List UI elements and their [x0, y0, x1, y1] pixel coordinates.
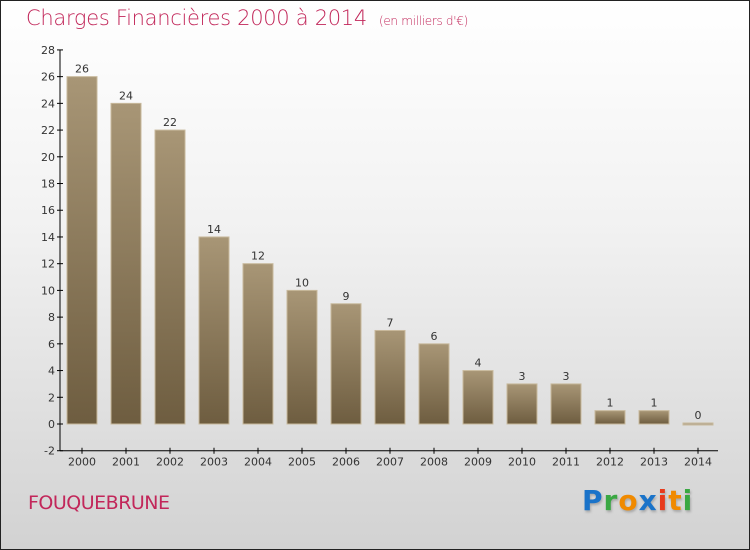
y-tick-label: 12	[41, 258, 55, 271]
x-tick-label: 2003	[200, 456, 228, 469]
town-name: FOUQUEBRUNE	[28, 492, 170, 514]
y-tick-label: 28	[41, 44, 55, 57]
data-label: 3	[563, 370, 570, 383]
data-label: 1	[651, 397, 658, 410]
y-tick-label: 18	[41, 178, 55, 191]
logo-letter: i	[657, 484, 669, 517]
x-tick-label: 2009	[464, 456, 492, 469]
y-tick-label: 16	[41, 204, 55, 217]
logo-letter: x	[638, 484, 658, 517]
bar-2001	[110, 102, 142, 425]
data-label: 3	[519, 370, 526, 383]
data-label: 24	[119, 89, 133, 102]
data-label: 6	[431, 330, 438, 343]
y-tick-label: 10	[41, 284, 55, 297]
bar-2003	[198, 236, 230, 425]
bar-2000	[66, 76, 98, 425]
x-tick-label: 2011	[552, 456, 580, 469]
x-tick-label: 2000	[68, 456, 96, 469]
bar-2005	[286, 289, 318, 425]
bar-2004	[242, 263, 274, 425]
logo-letter: o	[618, 484, 639, 517]
logo-letter: P	[582, 484, 604, 517]
bar-2006	[330, 303, 362, 425]
bar-2010	[506, 383, 538, 425]
data-label: 10	[295, 276, 309, 289]
x-tick-label: 2006	[332, 456, 360, 469]
logo-letter: i	[682, 484, 694, 517]
bar-2011	[550, 383, 582, 425]
data-label: 7	[387, 316, 394, 329]
bar-2008	[418, 343, 450, 425]
x-tick-label: 2008	[420, 456, 448, 469]
x-tick-label: 2007	[376, 456, 404, 469]
x-tick-label: 2005	[288, 456, 316, 469]
y-tick-label: 24	[41, 97, 55, 110]
y-tick-label: 2	[48, 391, 55, 404]
data-label: 1	[607, 397, 614, 410]
title-text: Charges Financières 2000 à 2014	[26, 6, 367, 30]
x-tick-label: 2010	[508, 456, 536, 469]
x-tick-label: 2001	[112, 456, 140, 469]
bar-2007	[374, 329, 406, 425]
data-label: 26	[75, 63, 89, 76]
x-tick-label: 2002	[156, 456, 184, 469]
chart-title: Charges Financières 2000 à 2014 (en milli…	[26, 6, 468, 30]
x-tick-label: 2013	[640, 456, 668, 469]
y-tick-label: 14	[41, 231, 55, 244]
data-label: 22	[163, 116, 177, 129]
y-tick-label: 22	[41, 124, 55, 137]
y-tick-label: 4	[48, 365, 55, 378]
y-tick-label: 26	[41, 71, 55, 84]
y-tick-label: 8	[48, 311, 55, 324]
logo-letter: r	[603, 484, 619, 517]
proxiti-logo: Proxiti	[582, 484, 693, 517]
bar-2014	[682, 422, 714, 426]
bar-2013	[638, 410, 670, 425]
bar-2012	[594, 410, 626, 425]
chart-subtitle: (en milliers d'€)	[378, 14, 468, 28]
logo-letter: t	[668, 484, 683, 517]
data-label: 12	[251, 250, 265, 263]
y-tick-label: 20	[41, 151, 55, 164]
data-label: 9	[343, 290, 350, 303]
y-tick-label: 0	[48, 418, 55, 431]
x-tick-label: 2004	[244, 456, 272, 469]
x-tick-label: 2012	[596, 456, 624, 469]
data-label: 14	[207, 223, 221, 236]
y-tick-label: -2	[44, 445, 55, 458]
y-tick-label: 6	[48, 338, 55, 351]
data-label: 0	[695, 409, 702, 422]
bar-2002	[154, 129, 186, 425]
data-label: 4	[475, 357, 482, 370]
bar-2009	[462, 370, 494, 425]
x-tick-label: 2014	[684, 456, 712, 469]
